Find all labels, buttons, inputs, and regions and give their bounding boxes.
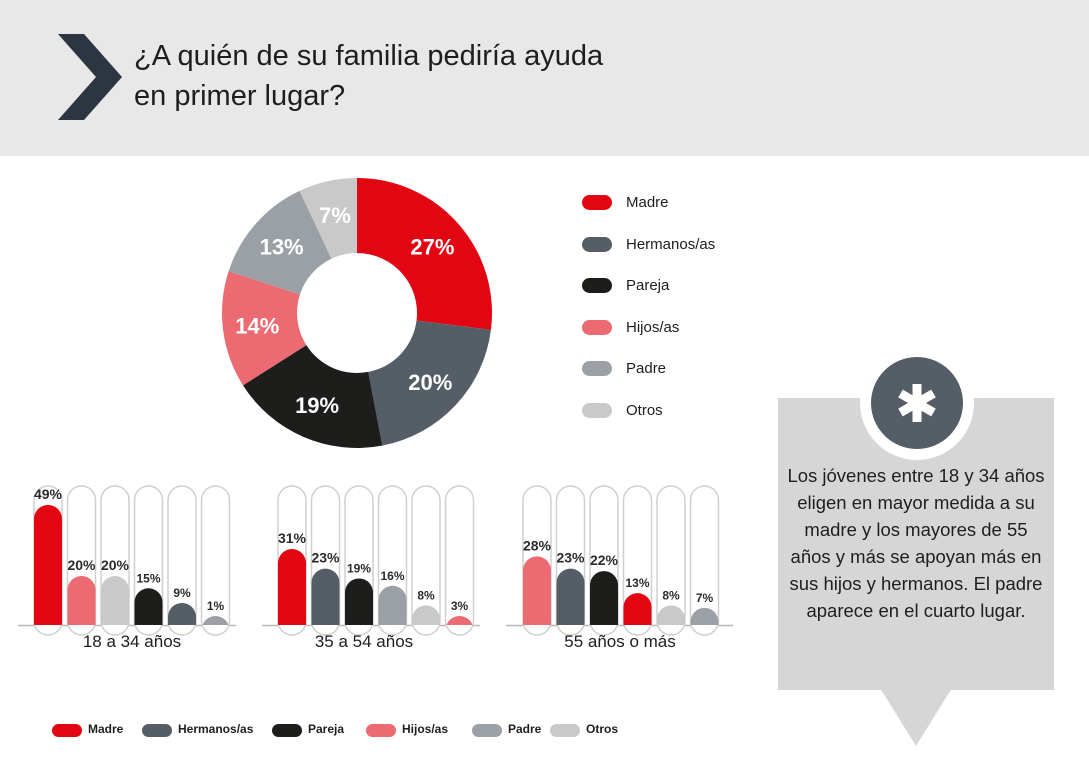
bar-track	[444, 485, 475, 636]
legend-swatch	[366, 724, 396, 737]
bar-value-label: 49%	[34, 486, 63, 502]
legend-label: Padre	[626, 360, 667, 378]
legend-swatch	[582, 236, 612, 252]
group-label-55-a-os-o-m-s: 55 años o más	[564, 632, 676, 651]
donut-label-padre: 13%	[260, 235, 304, 260]
donut-label-hermanos-as: 20%	[408, 370, 452, 395]
donut-label-pareja: 19%	[295, 393, 339, 418]
legend-label: Otros	[586, 722, 619, 736]
page-title: ¿A quién de su familia pediría ayuda en …	[134, 36, 734, 116]
legend-swatch	[472, 724, 502, 737]
bar-value-label: 23%	[311, 550, 340, 566]
legend-label: Hijos/as	[626, 318, 680, 336]
bar-value-label: 19%	[347, 561, 371, 575]
legend-swatch	[582, 278, 612, 294]
bar-18-a-34-a-os-pareja	[134, 588, 163, 625]
bar-value-label: 20%	[101, 557, 130, 573]
group-label-35-a-54-a-os: 35 a 54 años	[314, 632, 414, 651]
donut-label-otros: 7%	[319, 203, 351, 228]
chevron-right-icon	[58, 34, 122, 120]
legend-label: Hermanos/as	[626, 235, 716, 253]
donut-slice-padre	[228, 190, 332, 295]
bar-35-a-54-a-os-pareja	[345, 578, 373, 625]
legend-item-pareja: Pareja	[582, 275, 782, 297]
grouped-bar-chart: 49%20% 20%15%9%1%31%23%19%16%8%3%28%23% 22…	[18, 485, 733, 636]
legend-item-madre: Madre	[582, 192, 782, 214]
bar-18-a-34-a-os-padre	[202, 616, 229, 625]
title-line-1: ¿A quién de su familia pediría ayuda	[134, 40, 604, 72]
bar-55-a-os-o-m-s-hermanos-as	[556, 568, 585, 625]
bar-55-a-os-o-m-s-hijos-as	[523, 556, 551, 625]
asterisk-icon	[898, 384, 936, 422]
legend-swatch	[142, 724, 172, 737]
legend-bottom: Madre Hermanos/as Pareja Hijos/as Padre Otros	[52, 721, 672, 741]
legend-swatch	[550, 724, 580, 737]
bar-value-label: 3%	[451, 599, 469, 613]
donut-label-madre: 27%	[410, 235, 454, 260]
bar-55-a-os-o-m-s-padre	[690, 607, 719, 625]
group-label-18-a-34-a-os: 18 a 34 años	[82, 632, 182, 651]
note-text: Los jóvenes entre 18 y 34 años eligen en…	[787, 465, 1045, 621]
bar-35-a-54-a-os-hermanos-as	[311, 568, 340, 625]
bar-track	[656, 485, 686, 636]
bar-track	[689, 485, 720, 636]
bar-35-a-54-a-os-padre	[378, 585, 407, 625]
legend-label: Madre	[88, 722, 124, 736]
legend-label: Madre	[626, 194, 669, 211]
bar-value-label: 8%	[662, 588, 680, 602]
donut-label-hijos-as: 14%	[235, 314, 279, 339]
donut-slice-otros	[299, 178, 357, 259]
bar-value-label: 16%	[380, 569, 404, 583]
donut-slice-hermanos-as	[368, 320, 491, 446]
bar-value-label: 22%	[590, 552, 619, 568]
legend-swatch	[582, 361, 612, 377]
bar-55-a-os-o-m-s-madre	[623, 593, 652, 625]
legend-swatch	[582, 403, 612, 418]
legend-swatch	[272, 724, 302, 737]
legend-swatch	[582, 195, 612, 210]
legend-label: Pareja	[626, 277, 670, 295]
bar-value-label: 15%	[136, 571, 160, 585]
bar-35-a-54-a-os-otros	[412, 605, 440, 625]
bar-35-a-54-a-os-madre	[278, 549, 306, 625]
donut-slice-pareja	[243, 345, 383, 448]
bar-value-label: 9%	[173, 586, 191, 600]
note-badge	[860, 346, 974, 460]
title-line-2: en primer lugar?	[134, 80, 346, 112]
legend-item-otros: Otros	[582, 400, 782, 422]
legend-label: Otros	[626, 402, 663, 419]
legend-item-padre: Padre	[582, 358, 782, 380]
legend-item-hijos-as: Hijos/as	[582, 317, 782, 339]
donut-slice-hijos-as	[222, 271, 307, 386]
legend-swatch	[582, 319, 612, 335]
header-band: ¿A quién de su familia pediría ayuda en …	[0, 0, 1089, 156]
note-pointer	[880, 688, 952, 746]
bar-value-label: 1%	[207, 599, 225, 613]
bar-track	[167, 485, 197, 636]
bar-value-label: 20%	[67, 557, 96, 573]
bar-value-label: 13%	[625, 576, 649, 590]
bar-value-label: 28%	[523, 537, 552, 553]
legend-label: Pareja	[308, 722, 345, 736]
bar-value-label: 7%	[696, 591, 714, 605]
bar-track	[411, 485, 441, 636]
legend-item-hermanos-as: Hermanos/as	[582, 234, 782, 256]
bar-track	[200, 485, 231, 636]
bar-value-label: 8%	[417, 588, 435, 602]
donut-slice-madre	[357, 178, 492, 330]
legend-label: Hijos/as	[402, 722, 449, 736]
bar-18-a-34-a-os-madre	[34, 504, 62, 625]
legend-swatch	[52, 724, 82, 737]
bar-55-a-os-o-m-s-pareja	[590, 571, 618, 625]
bar-18-a-34-a-os-hermanos-as	[168, 602, 196, 625]
bar-35-a-54-a-os-hijos-as	[446, 616, 473, 625]
bar-18-a-34-a-os-otros	[101, 576, 129, 625]
legend-label: Padre	[508, 722, 542, 736]
legend-label: Hermanos/as	[178, 722, 254, 736]
bar-18-a-34-a-os-hijos-as	[67, 576, 96, 625]
bar-value-label: 23%	[556, 550, 585, 566]
bar-55-a-os-o-m-s-otros	[657, 605, 685, 625]
donut-chart: 27% 20% 19% 14% 13% 7%	[222, 178, 492, 448]
bar-value-label: 31%	[278, 530, 307, 546]
